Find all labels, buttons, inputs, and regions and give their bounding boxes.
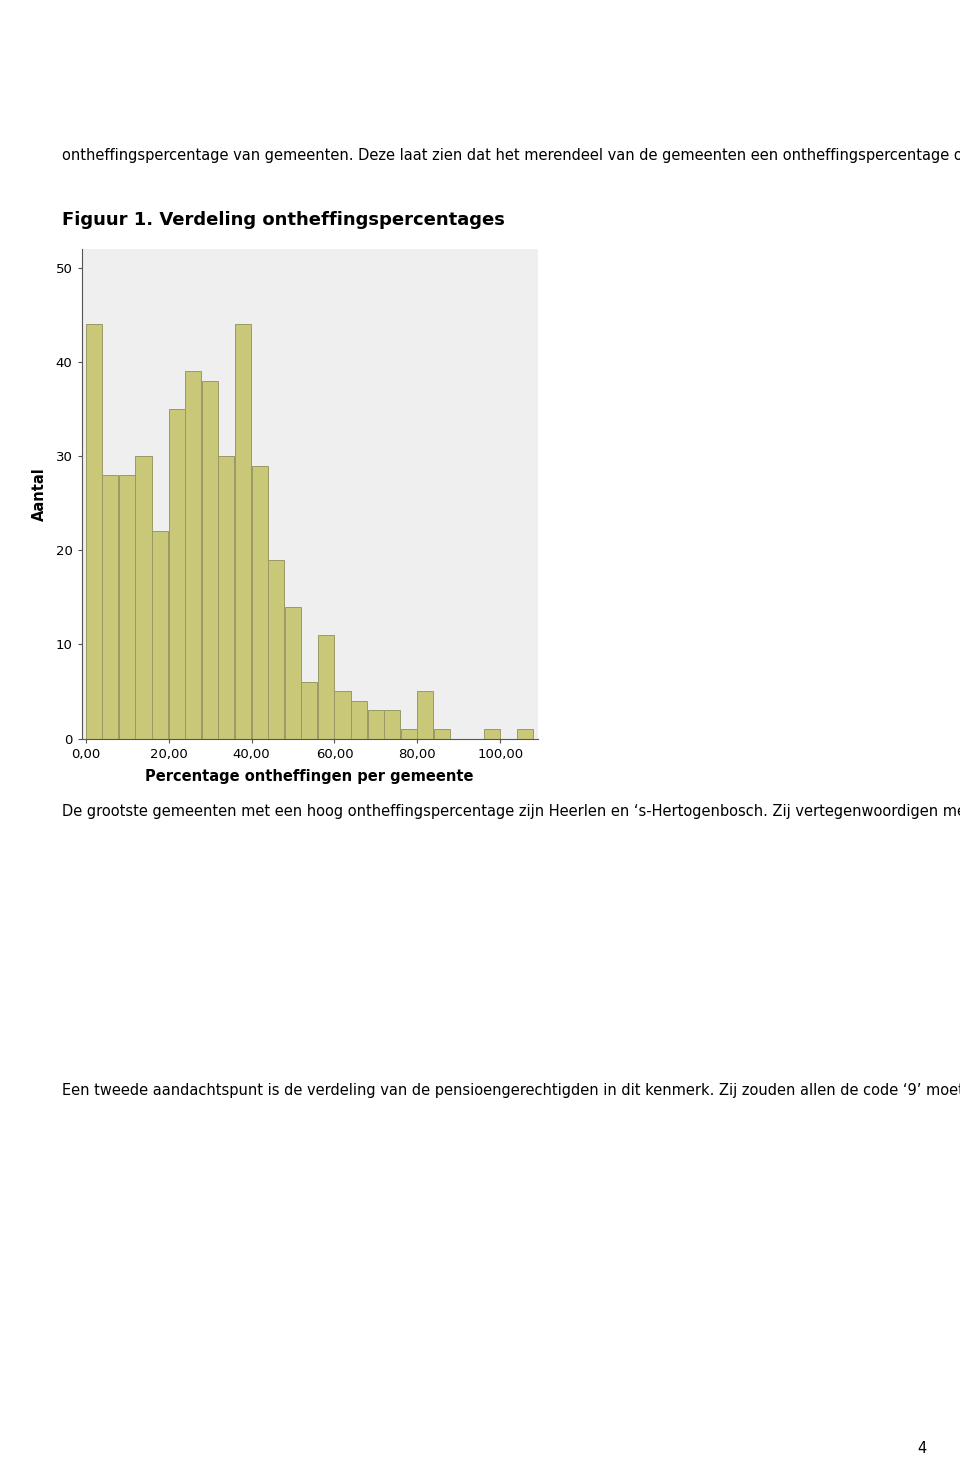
Bar (516, 730, 533, 739)
Bar (152, 531, 168, 739)
Y-axis label: Aantal: Aantal (33, 467, 47, 521)
Bar (119, 475, 135, 739)
Bar (484, 730, 500, 739)
Bar (384, 710, 400, 739)
Bar (334, 691, 350, 739)
Text: Figuur 1. Verdeling ontheffingspercentages: Figuur 1. Verdeling ontheffingspercentag… (62, 211, 505, 228)
Bar (218, 457, 234, 739)
Bar (202, 381, 218, 739)
Bar (318, 635, 334, 739)
Bar (252, 466, 268, 739)
Bar (169, 409, 184, 739)
Bar (85, 325, 102, 739)
Text: 4: 4 (917, 1441, 926, 1456)
Bar (418, 691, 434, 739)
X-axis label: Percentage ontheffingen per gemeente: Percentage ontheffingen per gemeente (145, 768, 474, 785)
Bar (351, 701, 367, 739)
Bar (103, 475, 118, 739)
Bar (301, 682, 318, 739)
Text: Een tweede aandachtspunt is de verdeling van de pensioengerechtigden in dit kenm: Een tweede aandachtspunt is de verdeling… (62, 1083, 960, 1097)
Text: De grootste gemeenten met een hoog ontheffingspercentage zijn Heerlen en ‘s-Hert: De grootste gemeenten met een hoog onthe… (62, 804, 960, 819)
Text: ontheffingspercentage van gemeenten. Deze laat zien dat het merendeel van de gem: ontheffingspercentage van gemeenten. Dez… (62, 148, 960, 163)
Bar (235, 325, 252, 739)
Bar (268, 559, 284, 739)
Bar (434, 730, 450, 739)
Bar (135, 457, 152, 739)
Bar (185, 372, 202, 739)
Bar (285, 607, 300, 739)
Bar (368, 710, 384, 739)
Bar (400, 730, 417, 739)
